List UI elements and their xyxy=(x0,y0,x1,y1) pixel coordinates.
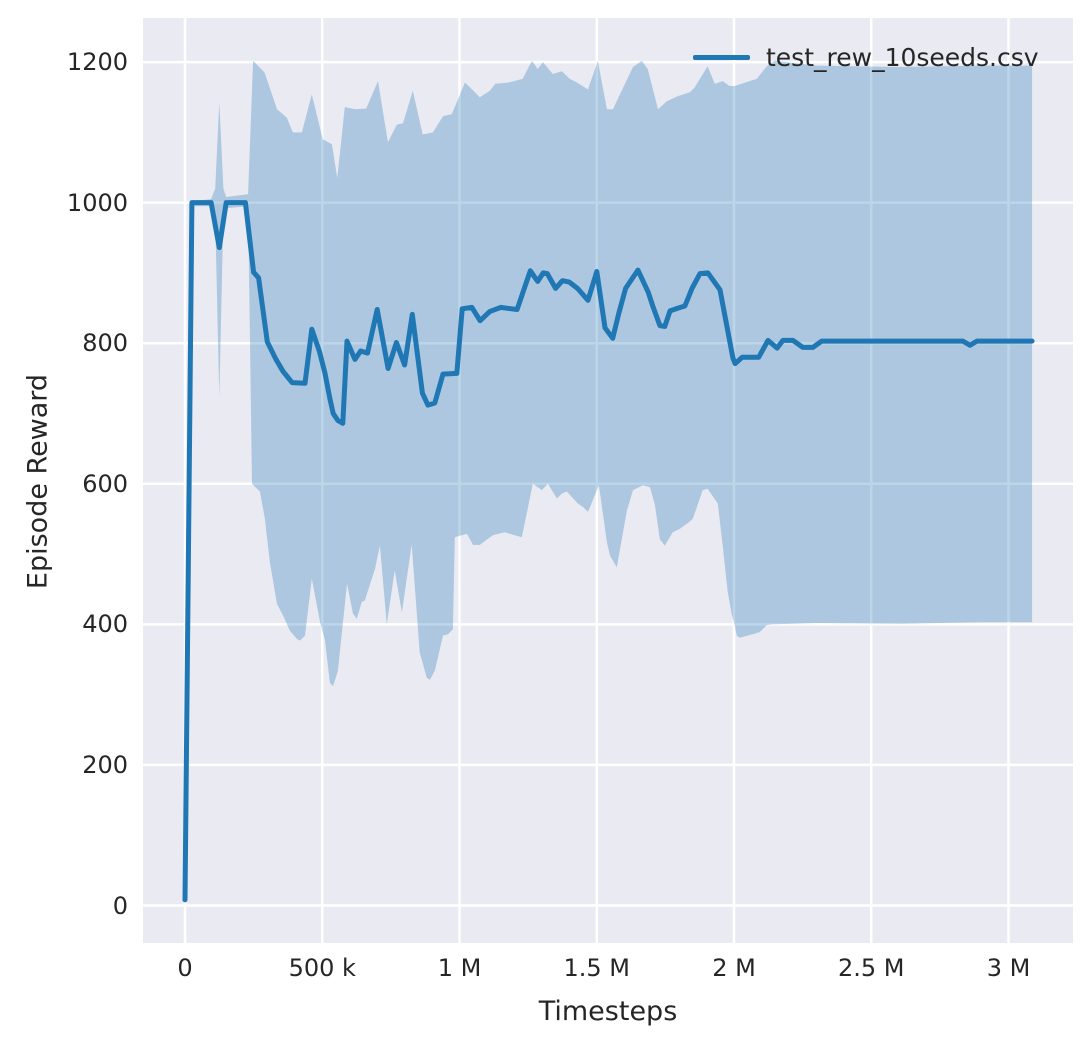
y-tick-label: 600 xyxy=(82,469,128,498)
x-tick-label: 3 M xyxy=(986,954,1031,982)
y-tick-label: 200 xyxy=(82,750,128,779)
x-tick-label: 2 M xyxy=(712,954,756,982)
x-tick-label: 1 M xyxy=(437,954,482,982)
y-tick-label: 800 xyxy=(82,329,128,358)
x-tick-label: 2.5 M xyxy=(837,954,905,982)
x-tick-label: 500 k xyxy=(288,954,356,982)
legend-label: test_rew_10seeds.csv xyxy=(766,43,1039,72)
y-tick-label: 1200 xyxy=(66,48,128,77)
y-tick-label: 1000 xyxy=(66,188,128,217)
plot-area: test_rew_10seeds.csv xyxy=(143,18,1073,943)
plot-canvas xyxy=(143,18,1073,943)
y-tick-label: 0 xyxy=(112,891,128,920)
mean-reward-line xyxy=(182,200,1035,903)
x-tick-label: 0 xyxy=(177,954,193,982)
y-tick-label: 400 xyxy=(82,610,128,639)
legend: test_rew_10seeds.csv xyxy=(693,42,1039,73)
legend-line-swatch xyxy=(693,55,750,60)
x-tick-label: 1.5 M xyxy=(563,954,630,982)
confidence-band xyxy=(185,60,1033,900)
x-axis-title: Timesteps xyxy=(538,996,678,1027)
